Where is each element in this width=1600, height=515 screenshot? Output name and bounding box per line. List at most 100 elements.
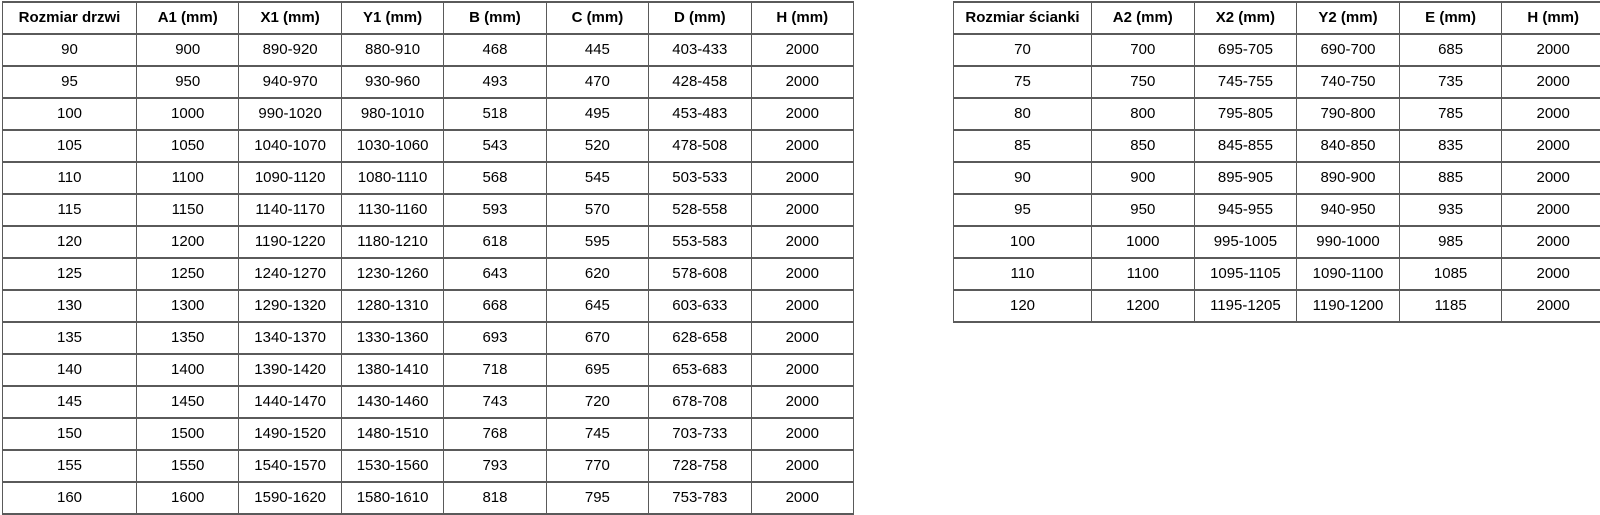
- table-cell: 753-783: [648, 481, 752, 515]
- table-cell: 643: [443, 257, 547, 291]
- table-cell: 603-633: [648, 289, 752, 323]
- table-cell: 845-855: [1193, 129, 1298, 163]
- table-row: 125 1250 1240-1270 1230-1260 643 620 578-608 20…: [2, 257, 855, 291]
- table-cell: 2000: [750, 321, 855, 355]
- table-cell: 795-805: [1193, 97, 1298, 131]
- table-row: 115 1150 1140-1170 1130-1160 593 570 528-558 20…: [2, 193, 855, 227]
- table-cell: 2000: [750, 289, 855, 323]
- table-cell: 618: [443, 225, 547, 259]
- table-cell: 495: [545, 97, 650, 131]
- table-cell: 1200: [135, 225, 240, 259]
- column-header: H (mm): [1501, 1, 1600, 35]
- table-cell: 140: [2, 353, 137, 387]
- table-cell: 543: [443, 129, 547, 163]
- table-cell: 1050: [135, 129, 240, 163]
- column-header: B (mm): [443, 1, 547, 35]
- table-cell: 693: [443, 321, 547, 355]
- table-cell: 1030-1060: [340, 129, 445, 163]
- table-cell: 120: [2, 225, 137, 259]
- table-cell: 593: [443, 193, 547, 227]
- table-cell: 1430-1460: [340, 385, 445, 419]
- table-cell: 620: [545, 257, 650, 291]
- table-cell: 2000: [1501, 97, 1600, 131]
- table-cell: 628-658: [648, 321, 752, 355]
- table-cell: 653-683: [648, 353, 752, 387]
- table-cell: 1350: [135, 321, 240, 355]
- table-cell: 700: [1091, 33, 1195, 67]
- table-cell: 1440-1470: [238, 385, 342, 419]
- table-cell: 990-1020: [238, 97, 342, 131]
- table-cell: 690-700: [1296, 33, 1400, 67]
- table-row: 130 1300 1290-1320 1280-1310 668 645 603-633 20…: [2, 289, 855, 323]
- table-cell: 1100: [1091, 257, 1195, 291]
- table-cell: 1230-1260: [340, 257, 445, 291]
- table-cell: 1580-1610: [340, 481, 445, 515]
- table-cell: 850: [1091, 129, 1195, 163]
- door-size-table: Rozmiar drzwi A1 (mm) X1 (mm) Y1 (mm) B (mm)…: [2, 1, 855, 515]
- table-cell: 2000: [1501, 129, 1600, 163]
- table-cell: 95: [2, 65, 137, 99]
- table-cell: 2000: [1501, 289, 1600, 323]
- table-cell: 1490-1520: [238, 417, 342, 451]
- table-row: 110 1100 1095-1105 1090-1100 1085 2000: [953, 257, 1600, 291]
- table-cell: 890-920: [238, 33, 342, 67]
- table-cell: 478-508: [648, 129, 752, 163]
- table-cell: 1040-1070: [238, 129, 342, 163]
- table-cell: 818: [443, 481, 547, 515]
- table-cell: 2000: [750, 161, 855, 195]
- table-row: 70 700 695-705 690-700 685 2000: [953, 33, 1600, 67]
- table-cell: 100: [953, 225, 1092, 259]
- table-cell: 2000: [1501, 33, 1600, 67]
- table-cell: 95: [953, 193, 1092, 227]
- table-cell: 1190-1200: [1296, 289, 1400, 323]
- column-header: Rozmiar ścianki: [953, 1, 1092, 35]
- table-cell: 2000: [750, 225, 855, 259]
- table-cell: 155: [2, 449, 137, 483]
- table-cell: 745: [545, 417, 650, 451]
- table-cell: 75: [953, 65, 1092, 99]
- table-cell: 70: [953, 33, 1092, 67]
- table-cell: 90: [953, 161, 1092, 195]
- table-row: 90 900 890-920 880-910 468 445 403-433 2000: [2, 33, 855, 67]
- table-cell: 790-800: [1296, 97, 1400, 131]
- table-cell: 2000: [1501, 65, 1600, 99]
- table-cell: 528-558: [648, 193, 752, 227]
- table-cell: 800: [1091, 97, 1195, 131]
- table-cell: 670: [545, 321, 650, 355]
- table-cell: 745-755: [1193, 65, 1298, 99]
- table-cell: 1000: [1091, 225, 1195, 259]
- table-cell: 578-608: [648, 257, 752, 291]
- table-cell: 1590-1620: [238, 481, 342, 515]
- header-row: Rozmiar ścianki A2 (mm) X2 (mm) Y2 (mm) E (m…: [953, 1, 1600, 35]
- table-row: 105 1050 1040-1070 1030-1060 543 520 478-508 20…: [2, 129, 855, 163]
- table-cell: 545: [545, 161, 650, 195]
- table-cell: 743: [443, 385, 547, 419]
- table-cell: 945-955: [1193, 193, 1298, 227]
- table-cell: 668: [443, 289, 547, 323]
- table-cell: 470: [545, 65, 650, 99]
- table-cell: 795: [545, 481, 650, 515]
- table-cell: 1300: [135, 289, 240, 323]
- table-cell: 2000: [1501, 161, 1600, 195]
- table-cell: 935: [1398, 193, 1503, 227]
- table-cell: 1130-1160: [340, 193, 445, 227]
- table-cell: 793: [443, 449, 547, 483]
- table-cell: 150: [2, 417, 137, 451]
- table-cell: 493: [443, 65, 547, 99]
- table-cell: 940-950: [1296, 193, 1400, 227]
- table-row: 80 800 795-805 790-800 785 2000: [953, 97, 1600, 131]
- table-cell: 80: [953, 97, 1092, 131]
- table-cell: 2000: [1501, 193, 1600, 227]
- table-cell: 100: [2, 97, 137, 131]
- table-row: 100 1000 995-1005 990-1000 985 2000: [953, 225, 1600, 259]
- table-cell: 995-1005: [1193, 225, 1298, 259]
- table-cell: 728-758: [648, 449, 752, 483]
- table-cell: 2000: [750, 353, 855, 387]
- table-row: 160 1600 1590-1620 1580-1610 818 795 753-783 20…: [2, 481, 855, 515]
- table-cell: 950: [135, 65, 240, 99]
- table-row: 110 1100 1090-1120 1080-1110 568 545 503-533 20…: [2, 161, 855, 195]
- table-cell: 568: [443, 161, 547, 195]
- table-cell: 930-960: [340, 65, 445, 99]
- table-cell: 785: [1398, 97, 1503, 131]
- table-cell: 1080-1110: [340, 161, 445, 195]
